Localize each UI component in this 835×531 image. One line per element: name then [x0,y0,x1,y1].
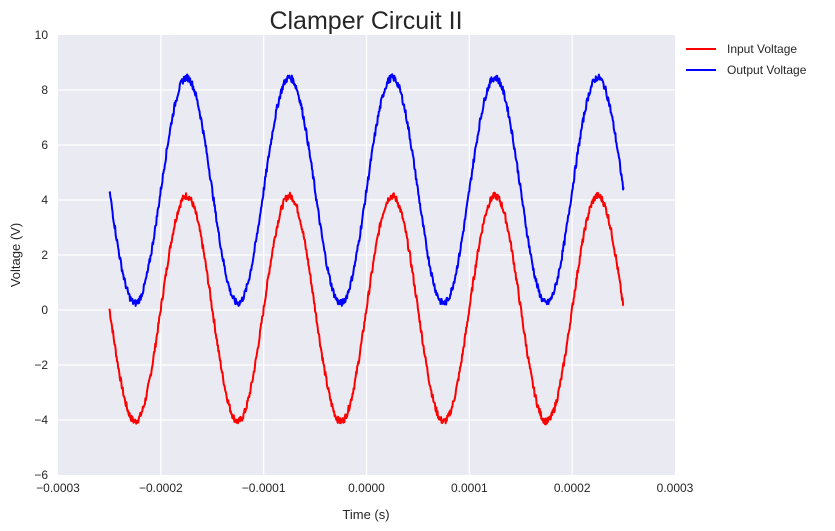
legend-label: Input Voltage [727,42,797,56]
y-tick-label: 6 [41,138,48,152]
y-tick-label: 0 [41,303,48,317]
x-tick-labels: −0.0003 −0.0002 −0.0001 0.0000 0.0001 0.0002 0… [36,481,694,495]
y-tick-label: −4 [34,413,48,427]
legend: Input Voltage Output Voltage [686,42,807,77]
x-tick-label: 0.0003 [657,481,694,495]
x-tick-label: −0.0003 [36,481,80,495]
x-tick-label: −0.0001 [242,481,286,495]
x-tick-label: −0.0002 [139,481,183,495]
chart-title: Clamper Circuit II [269,7,462,35]
series-line-input [108,191,625,426]
x-tick-label: 0.0001 [451,481,488,495]
y-tick-label: 10 [35,28,49,42]
y-tick-label: 2 [41,248,48,262]
y-tick-label: 8 [41,83,48,97]
y-tick-labels: −6 −4 −2 0 2 4 6 8 10 [34,28,48,482]
legend-label: Output Voltage [727,63,807,77]
y-tick-label: 4 [41,193,48,207]
y-tick-label: −6 [34,468,48,482]
x-tick-label: 0.0002 [554,481,591,495]
x-axis-label: Time (s) [342,507,389,522]
y-axis-label: Voltage (V) [8,223,23,287]
series-layer [108,73,625,426]
y-tick-label: −2 [34,358,48,372]
x-tick-label: 0.0000 [348,481,385,495]
series-line-output [108,73,625,307]
